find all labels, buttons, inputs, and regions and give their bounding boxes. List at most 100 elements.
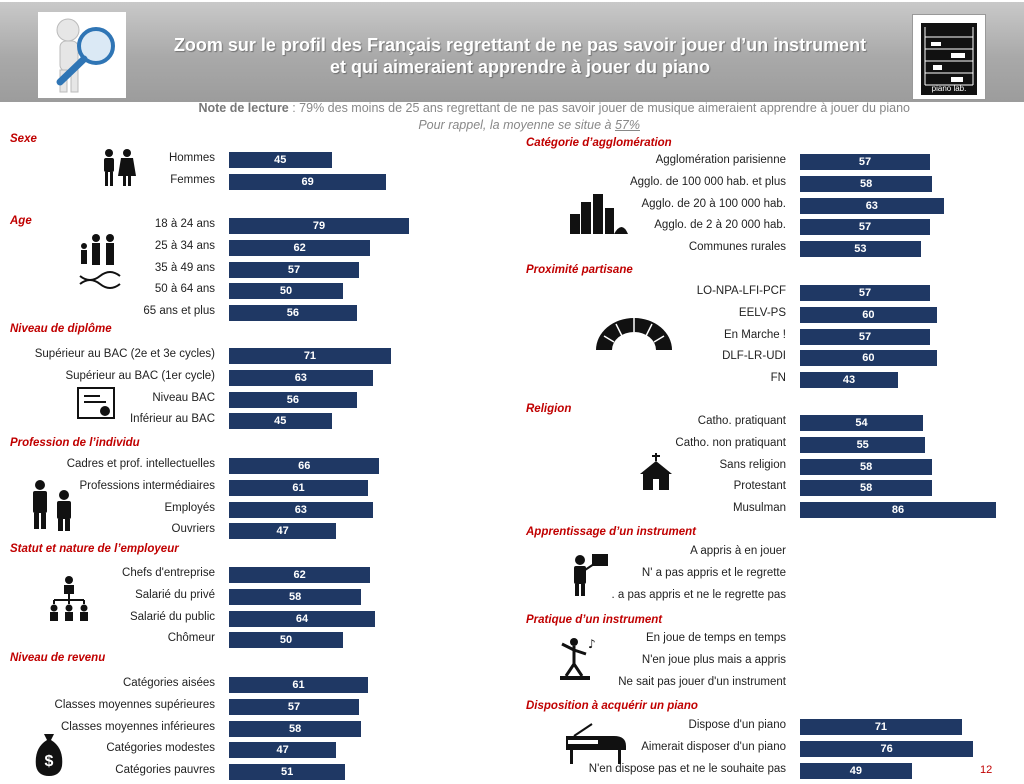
bar-value-label: 58 [288,722,302,735]
bar: 64 [229,610,375,627]
bar: 58 [229,588,362,605]
bar: 71 [800,719,962,735]
bar: 79 [229,218,410,234]
category-label: Femmes [170,173,215,186]
category-label: Inférieur au BAC [129,413,215,426]
bar-value-label: 50 [279,634,293,647]
bar-value-label: 57 [858,221,872,234]
bar-value-label: 55 [856,438,869,451]
bar: 57 [229,261,359,278]
category-label: Supérieur au BAC (1er cycle) [65,369,215,382]
category-label: Classes moyennes inférieures [60,720,215,733]
bar: 58 [800,175,933,192]
category-label: En joue de temps en temps [646,632,786,644]
bar: 76 [800,740,974,757]
bar-value-label: 64 [295,612,309,625]
bar-value-label: 60 [862,352,875,365]
bar: 55 [800,436,926,453]
category-label: Communes rurales [688,241,786,254]
category-label: 65 ans et plus [143,305,215,318]
piano-lab-logo: piano lab. [912,14,986,100]
reading-note-label: Note de lecture [198,101,289,115]
section-title: Proximité partisane [526,264,633,276]
category-label: Protestant [733,480,786,493]
category-label: Aimerait disposer d'un piano [641,740,786,753]
magnifier-figure-illustration [38,12,126,98]
bar: 56 [229,305,357,322]
bar-value-label: 57 [858,287,872,299]
bar-value-label: 57 [858,330,872,343]
bar-value-label: 63 [294,371,307,384]
category-label: Agglomération parisienne [655,154,786,166]
org-chart-icon [50,576,88,621]
category-label: Catho. pratiquant [697,415,786,427]
bar: 57 [800,328,930,345]
bar: 51 [229,764,346,781]
category-label: Chômeur [167,632,215,645]
section-title: Niveau de revenu [10,652,106,664]
bar-value-label: 56 [286,393,299,406]
bar-value-label: 57 [287,263,301,276]
hemicycle-icon [596,318,672,350]
bar: 61 [229,479,369,496]
category-label: N'en dispose pas et ne le souhaite pas [588,762,786,775]
section-title: Religion [526,403,572,415]
bar-value-label: 66 [298,460,311,472]
category-label: Hommes [168,152,215,164]
man-woman-icon [104,149,136,186]
bar-value-label: 57 [858,156,872,168]
category-label: Employés [164,501,216,514]
category-label: LO-NPA-LFI-PCF [696,285,786,297]
section-title: Disposition à acquérir un piano [526,700,698,712]
bar: 62 [229,239,371,256]
section-title: Profession de l’individu [10,437,140,449]
bar: 69 [229,173,387,190]
bar: 47 [229,742,337,759]
section-title: Statut et nature de l’employeur [10,543,179,555]
section-title: Pratique d’un instrument [526,614,663,626]
bar-value-label: 43 [842,374,856,387]
bar: 61 [229,677,369,693]
bar-value-label: 71 [303,350,317,362]
category-label: FN [770,372,786,385]
bar-value-label: 50 [279,285,293,298]
bar-value-label: 76 [880,742,893,755]
dancer-icon: ♪ [560,637,596,680]
bar-value-label: 45 [274,154,287,166]
category-label: Classes moyennes supérieures [54,698,215,711]
category-label: Ne sait pas jouer d'un instrument [618,675,786,688]
page-title: Zoom sur le profil des Français regretta… [150,34,890,78]
bar-value-label: 69 [301,175,314,188]
category-label: Agglo. de 20 à 100 000 hab. [641,197,786,210]
bar: 66 [229,458,380,474]
logo-building-icon: piano lab. [921,23,977,95]
section-title: Sexe [10,133,37,145]
category-label: N' a pas appris et le regrette [641,566,786,579]
header-banner: Zoom sur le profil des Français regretta… [0,2,1024,102]
category-label: Niveau BAC [152,391,215,404]
bar: 60 [800,306,937,323]
bar-value-label: 54 [855,417,868,429]
category-label: A appris à en jouer [690,545,786,557]
section-title: Apprentissage d’un instrument [526,526,696,538]
category-label: . a pas appris et ne le regrette pas [611,588,786,601]
bar: 45 [229,152,332,168]
bar-value-label: 57 [287,700,301,713]
title-line-1: Zoom sur le profil des Français regretta… [173,35,867,55]
category-label: Salarié du public [129,610,215,623]
bar-value-label: 71 [874,721,888,733]
bar-value-label: 61 [292,481,305,494]
bar-value-label: 53 [854,243,867,256]
category-label: Catégories aisées [122,677,215,689]
bar-value-label: 58 [859,482,873,495]
category-label: Musulman [732,502,786,515]
bar: 57 [800,154,930,170]
bar: 57 [229,698,359,715]
bar-value-label: 58 [859,460,873,473]
bar: 86 [800,502,997,519]
bar-value-label: 45 [274,415,287,428]
page-number: 12 [980,764,993,776]
category-label: DLF-LR-UDI [722,350,786,363]
reading-note: Note de lecture : 79% des moins de 25 an… [150,101,910,115]
category-label: Catégories modestes [106,742,215,755]
